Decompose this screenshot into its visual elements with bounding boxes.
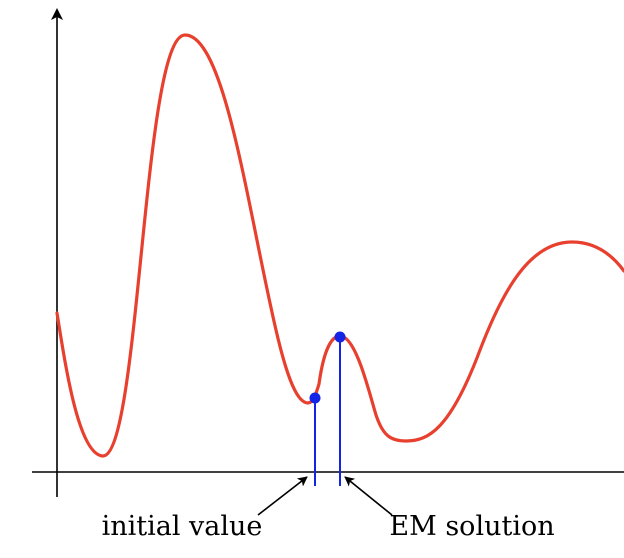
em-solution-arrow xyxy=(344,476,393,516)
initial-value-label: initial value xyxy=(102,511,263,542)
em-solution-point xyxy=(334,331,346,343)
y-axis-arrow-icon xyxy=(51,8,63,20)
initial-value-point xyxy=(309,392,321,404)
initial-value-arrow xyxy=(257,476,308,516)
em-solution-label: EM solution xyxy=(389,511,554,542)
